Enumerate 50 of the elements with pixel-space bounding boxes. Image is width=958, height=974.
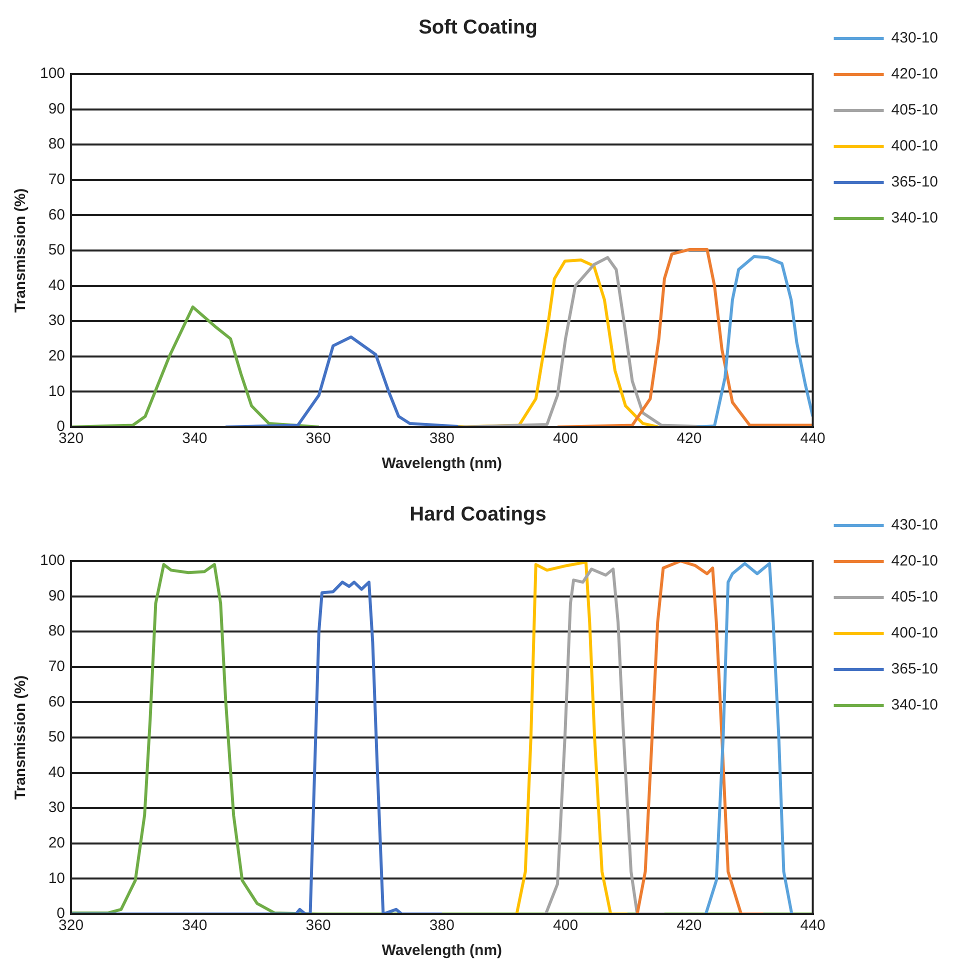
legend-label: 340-10 xyxy=(891,210,938,227)
y-tick-label: 50 xyxy=(48,242,66,259)
y-tick-label: 60 xyxy=(48,693,66,710)
y-tick-label: 70 xyxy=(48,171,66,188)
y-tick-label: 50 xyxy=(48,728,66,746)
y-axis-title: Transmission (%) xyxy=(12,188,30,313)
y-tick-label: 40 xyxy=(48,276,66,294)
x-tick-label: 380 xyxy=(429,430,454,448)
x-tick-label: 400 xyxy=(553,917,578,934)
x-tick-label: 420 xyxy=(676,430,702,448)
legend-label: 400-10 xyxy=(891,624,938,642)
legend-label: 420-10 xyxy=(891,66,938,83)
y-tick-label: 30 xyxy=(48,799,66,816)
y-tick-label: 10 xyxy=(48,870,66,887)
y-tick-label: 90 xyxy=(48,587,66,604)
legend-label: 405-10 xyxy=(891,588,938,606)
legend-label: 400-10 xyxy=(891,138,938,155)
legend-label: 365-10 xyxy=(891,660,938,678)
x-tick-label: 400 xyxy=(553,430,578,448)
y-tick-label: 100 xyxy=(40,65,66,82)
x-tick-label: 360 xyxy=(306,430,331,448)
y-tick-label: 70 xyxy=(48,658,66,676)
y-tick-label: 100 xyxy=(40,552,66,570)
y-axis-title: Transmission (%) xyxy=(12,675,30,800)
legend-label: 430-10 xyxy=(891,516,938,534)
x-tick-label: 340 xyxy=(182,430,208,448)
x-tick-label: 380 xyxy=(429,917,454,934)
x-tick-label: 340 xyxy=(182,917,208,934)
legend-label: 430-10 xyxy=(891,30,938,47)
x-tick-label: 440 xyxy=(800,917,826,934)
y-tick-label: 60 xyxy=(48,206,66,224)
x-tick-label: 440 xyxy=(800,430,826,448)
y-tick-label: 80 xyxy=(48,136,66,153)
y-tick-label: 20 xyxy=(48,834,66,852)
x-tick-label: 360 xyxy=(306,917,331,934)
legend-label: 420-10 xyxy=(891,552,938,570)
chart-title: Hard Coatings xyxy=(410,504,546,526)
y-tick-label: 20 xyxy=(48,348,66,365)
y-tick-label: 40 xyxy=(48,764,66,781)
chart-title: Soft Coating xyxy=(418,16,538,39)
legend-label: 340-10 xyxy=(891,696,938,714)
y-tick-label: 10 xyxy=(48,382,66,400)
x-tick-label: 420 xyxy=(676,917,702,934)
x-axis-title: Wavelength (nm) xyxy=(382,942,502,960)
legend-label: 365-10 xyxy=(891,174,938,191)
legend-label: 405-10 xyxy=(891,102,938,119)
y-tick-label: 30 xyxy=(48,312,66,330)
y-tick-label: 90 xyxy=(48,100,66,118)
y-tick-label: 80 xyxy=(48,622,66,640)
x-axis-title: Wavelength (nm) xyxy=(382,455,502,472)
